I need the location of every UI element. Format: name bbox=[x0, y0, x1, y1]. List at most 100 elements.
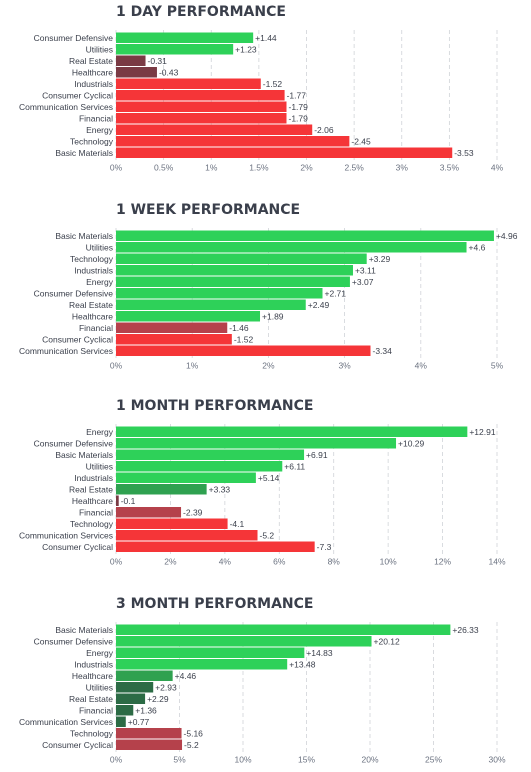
category-label: Real Estate bbox=[69, 56, 113, 66]
x-tick-label: 8% bbox=[328, 557, 341, 567]
bar bbox=[116, 322, 228, 333]
bar bbox=[116, 518, 228, 529]
category-label: Basic Materials bbox=[55, 625, 113, 635]
data-label: +6.91 bbox=[306, 450, 328, 460]
data-label: +1.89 bbox=[262, 311, 284, 321]
bar bbox=[116, 124, 313, 135]
x-tick-label: 3% bbox=[396, 163, 409, 173]
category-label: Utilities bbox=[86, 461, 113, 471]
data-label: -0.31 bbox=[148, 56, 168, 66]
category-label: Healthcare bbox=[72, 311, 113, 321]
data-label: -0.1 bbox=[121, 496, 136, 506]
x-tick-label: 2% bbox=[164, 557, 177, 567]
data-label: -7.3 bbox=[317, 542, 332, 552]
x-tick-label: 5% bbox=[491, 361, 504, 371]
category-label: Energy bbox=[86, 427, 114, 437]
data-label: -5.2 bbox=[184, 740, 199, 750]
x-tick-label: 20% bbox=[361, 755, 378, 765]
data-label: +13.48 bbox=[289, 659, 316, 669]
x-tick-label: 2% bbox=[300, 163, 313, 173]
data-label: +1.23 bbox=[235, 44, 257, 54]
category-label: Healthcare bbox=[72, 67, 113, 77]
category-label: Technology bbox=[70, 519, 114, 529]
chart-plot: 0% 1% 2% 3% 4% 5% Basic Materials +4.96 Utilitie… bbox=[19, 228, 518, 371]
bar bbox=[116, 230, 494, 241]
bar bbox=[116, 311, 261, 322]
category-label: Real Estate bbox=[69, 484, 113, 494]
category-label: Basic Materials bbox=[55, 148, 113, 158]
bar bbox=[116, 693, 146, 704]
data-label: +3.11 bbox=[355, 265, 376, 275]
bar bbox=[116, 495, 119, 506]
chart-1-day: 1 DAY PERFORMANCE 0% 0.5% 1% 1.5% 2% 2.5% 3% 3.… bbox=[0, 4, 531, 180]
data-label: +12.91 bbox=[469, 427, 496, 437]
category-label: Consumer Cyclical bbox=[42, 90, 113, 100]
bar bbox=[116, 530, 258, 541]
data-label: +2.29 bbox=[147, 694, 169, 704]
x-tick-label: 6% bbox=[273, 557, 286, 567]
data-label: -1.79 bbox=[288, 102, 308, 112]
category-label: Consumer Cyclical bbox=[42, 740, 113, 750]
data-label: +6.11 bbox=[284, 461, 305, 471]
bar bbox=[116, 32, 254, 43]
x-tick-label: 1% bbox=[186, 361, 199, 371]
bar bbox=[116, 670, 173, 681]
category-label: Communication Services bbox=[19, 717, 113, 727]
x-tick-label: 30% bbox=[488, 755, 505, 765]
category-label: Industrials bbox=[74, 473, 113, 483]
x-tick-label: 3.5% bbox=[440, 163, 460, 173]
chart-plot: 0% 0.5% 1% 1.5% 2% 2.5% 3% 3.5% 4% Consumer Defen… bbox=[19, 30, 504, 173]
bar bbox=[116, 728, 182, 739]
bar bbox=[116, 484, 207, 495]
bar bbox=[116, 636, 372, 647]
bar bbox=[116, 705, 134, 716]
bar bbox=[116, 624, 451, 635]
category-label: Consumer Defensive bbox=[34, 636, 114, 646]
data-label: -4.1 bbox=[230, 519, 245, 529]
data-label: -5.2 bbox=[260, 530, 275, 540]
data-label: +5.14 bbox=[258, 473, 280, 483]
bar bbox=[116, 716, 126, 727]
data-label: +4.6 bbox=[469, 242, 486, 252]
chart-title: 3 MONTH PERFORMANCE bbox=[116, 596, 314, 612]
data-label: -3.34 bbox=[373, 346, 393, 356]
bar bbox=[116, 253, 367, 264]
bar bbox=[116, 472, 256, 483]
category-label: Energy bbox=[86, 648, 114, 658]
data-label: -2.45 bbox=[351, 136, 371, 146]
category-label: Real Estate bbox=[69, 300, 113, 310]
x-tick-label: 4% bbox=[415, 361, 428, 371]
chart-title: 1 MONTH PERFORMANCE bbox=[116, 398, 314, 414]
x-tick-label: 5% bbox=[173, 755, 186, 765]
data-label: +2.49 bbox=[308, 300, 330, 310]
bar bbox=[116, 147, 453, 158]
data-label: +3.07 bbox=[352, 277, 374, 287]
bar bbox=[116, 647, 305, 658]
x-tick-label: 25% bbox=[425, 755, 442, 765]
data-label: -0.43 bbox=[159, 67, 179, 77]
category-label: Energy bbox=[86, 125, 114, 135]
x-tick-label: 14% bbox=[488, 557, 505, 567]
data-label: +2.71 bbox=[325, 288, 347, 298]
x-tick-label: 12% bbox=[434, 557, 451, 567]
x-tick-label: 0% bbox=[110, 755, 123, 765]
category-label: Technology bbox=[70, 136, 114, 146]
x-tick-label: 10% bbox=[380, 557, 397, 567]
chart-1-week: 1 WEEK PERFORMANCE 0% 1% 2% 3% 4% 5% Basic Mat… bbox=[0, 202, 531, 378]
bar bbox=[116, 55, 146, 66]
bar bbox=[116, 78, 261, 89]
data-label: -5.16 bbox=[184, 728, 204, 738]
x-tick-label: 4% bbox=[219, 557, 232, 567]
data-label: +10.29 bbox=[398, 438, 425, 448]
chart-title: 1 DAY PERFORMANCE bbox=[116, 4, 286, 20]
category-label: Financial bbox=[79, 507, 113, 517]
chart-3-month: 3 MONTH PERFORMANCE 0% 5% 10% 15% 20% 25% 30% B… bbox=[0, 596, 531, 772]
data-label: +4.46 bbox=[175, 671, 197, 681]
bar bbox=[116, 288, 323, 299]
category-label: Communication Services bbox=[19, 346, 113, 356]
bar bbox=[116, 438, 397, 449]
x-tick-label: 0% bbox=[110, 361, 123, 371]
data-label: +20.12 bbox=[374, 636, 401, 646]
category-label: Consumer Defensive bbox=[34, 33, 114, 43]
bar bbox=[116, 265, 353, 276]
